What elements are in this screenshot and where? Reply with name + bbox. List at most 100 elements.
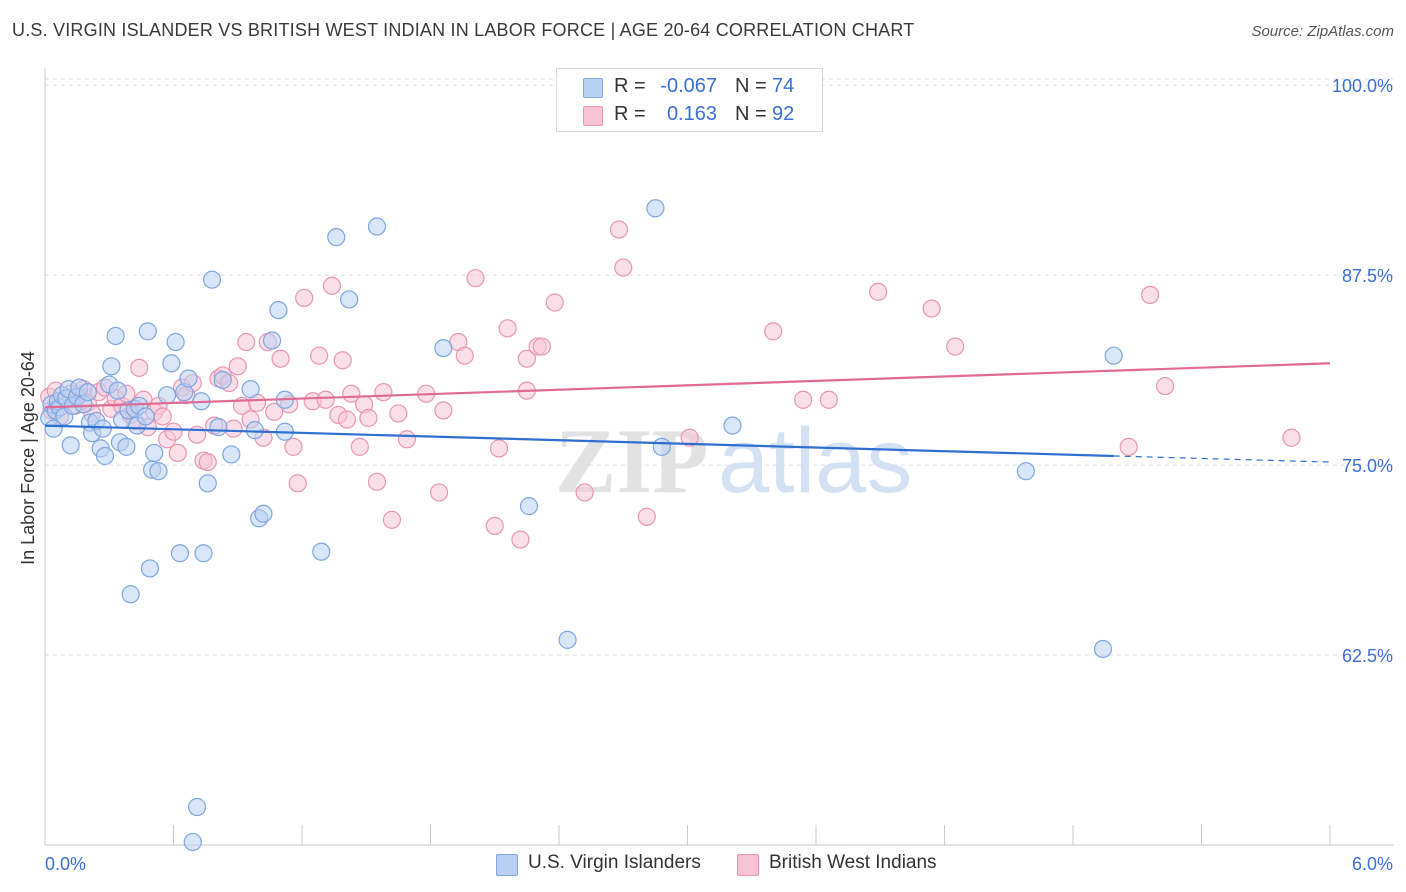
british-west-indian-point [1119,437,1138,456]
british-west-indian-point [389,404,408,423]
virgin-islander-point [106,326,125,346]
n-label: N = [735,75,767,97]
british-west-indian-point [382,510,402,529]
british-west-indian-point [429,483,449,502]
british-west-indian-point [489,439,509,458]
x-tick-label: 0.0% [45,854,86,874]
y-tick-label: 62.5% [1342,646,1393,666]
pink-swatch [583,106,603,126]
virgin-islander-point [241,380,260,399]
n-value: 74 [772,75,795,97]
british-west-indian-point [511,530,530,549]
virgin-islander-point [519,497,539,516]
legend-row-virgin-islanders: R = -0.067 N = 74 [557,73,822,101]
us-virgin-islanders-points [40,199,1123,852]
british-west-indian-point [455,346,474,365]
virgin-islander-point [187,797,207,817]
british-west-indian-point [316,390,335,409]
british-west-indian-point [485,516,504,535]
virgin-islander-point [117,437,136,456]
chart-title: U.S. VIRGIN ISLANDER VS BRITISH WEST IND… [12,20,915,40]
virgin-islander-point [166,332,185,352]
virgin-islander-point [1104,346,1123,365]
british-west-indian-point [1140,285,1160,305]
virgin-islander-point [138,322,157,341]
virgin-islander-point [245,421,264,440]
british-west-indian-point [310,346,329,365]
british-west-indian-point [922,299,941,318]
british-west-indian-point [466,269,485,288]
british-west-indian-point [869,282,888,301]
r-label: R = [614,103,646,125]
virgin-islander-point [723,416,742,435]
virgin-islander-point [434,338,453,358]
virgin-islander-point [44,419,63,438]
virgin-islander-point [149,462,168,481]
virgin-islander-point [157,386,177,405]
virgin-islander-point [179,369,198,388]
british-west-indian-point [333,351,352,370]
british-west-indian-point [350,437,369,456]
virgin-islander-point [213,370,232,390]
british-west-indian-point [434,401,453,420]
watermark: ZIP atlas [555,410,912,512]
trend-layer [44,362,1331,463]
virgin-islander-point [170,544,190,563]
british-west-indian-point [794,390,813,409]
british-west-indian-point [337,410,357,429]
british-west-indian-point [271,349,290,368]
virgin-islander-point [367,217,387,236]
y-tick-label: 87.5% [1342,266,1393,286]
virgin-islander-point [209,418,228,437]
british-west-indian-point [1155,376,1175,396]
x-tick-label: 6.0% [1352,854,1393,874]
virgin-islander-point [262,331,282,350]
british-west-indian-point [764,322,783,341]
british-west-indian-point [517,349,536,368]
legend-label: British West Indians [769,852,937,873]
british-west-indian-point [359,408,378,428]
r-label: R = [614,75,646,97]
virgin-islander-point [108,381,127,400]
virgin-islander-point [254,504,273,523]
virgin-islander-point [198,474,217,493]
virgin-islander-point [558,630,577,649]
british-west-indian-point [295,288,314,308]
pink-swatch [737,854,759,876]
virgin-islander-point [162,354,181,373]
british-west-indian-point [498,319,517,338]
virgin-islander-point [78,383,97,402]
virgin-islander-point [646,199,665,218]
british-west-indian-point [228,357,247,376]
virgin-islander-point [95,446,115,466]
blue-swatch [583,78,603,98]
british-west-indian-point [614,258,633,277]
virgin-islander-point [93,419,112,438]
r-value: -0.067 [660,75,717,97]
british-west-indian-point [819,390,838,409]
blue-swatch [496,854,518,876]
virgin-islander-point [102,357,121,376]
british-west-indian-point [575,483,594,502]
axis-layer [44,68,1394,846]
british-west-indian-point [198,452,217,472]
y-axis-title: In Labor Force | Age 20-64 [18,351,38,565]
legend-label: U.S. Virgin Islanders [528,852,701,873]
virgin-islander-point [269,300,288,320]
y-tick-label: 100.0% [1332,76,1393,96]
virgin-islander-point [61,436,80,455]
british-west-indian-point [237,332,256,352]
legend-row-british-west-indians: R = 0.163 N = 92 [557,101,822,129]
y-tick-label: 75.0% [1342,456,1393,476]
british-west-indian-point [374,383,393,402]
british-west-indian-point [545,293,564,312]
correlation-legend: R = -0.067 N = 74 R = 0.163 N = 92 [556,68,823,132]
british-west-indian-point [367,472,387,491]
watermark-atlas: atlas [718,410,912,512]
british-west-indians-trendline [44,362,1331,409]
virgin-islander-point [121,585,140,604]
virgin-islander-point [312,542,331,561]
british-west-indian-point [532,337,551,356]
r-value: 0.163 [666,103,717,125]
